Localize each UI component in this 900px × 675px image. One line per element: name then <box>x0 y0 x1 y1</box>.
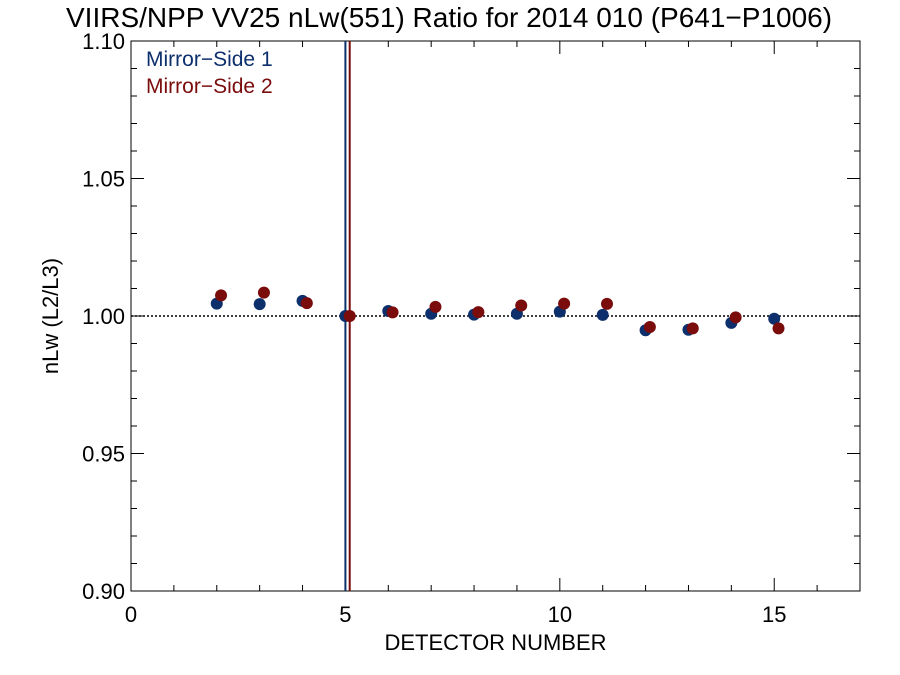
y-tick-label: 1.10 <box>82 29 125 54</box>
series-2-point <box>515 299 528 312</box>
series-1-point <box>253 298 266 311</box>
y-tick-label: 0.90 <box>82 579 125 604</box>
series-2-point <box>215 289 228 302</box>
series-1-point <box>596 308 609 321</box>
series-2-point <box>386 306 399 319</box>
x-tick-label: 10 <box>548 602 572 627</box>
series-2-point <box>600 297 613 310</box>
series-2-point <box>772 322 785 335</box>
x-tick-label: 15 <box>762 602 786 627</box>
y-tick-label: 1.00 <box>82 304 125 329</box>
series-2-point <box>300 297 313 310</box>
series-2-point <box>643 321 656 333</box>
y-tick-label: 0.95 <box>82 442 125 467</box>
series-2-point <box>257 286 270 299</box>
y-axis-label: nLw (L2/L3) <box>38 258 63 374</box>
series-2-point <box>429 300 442 313</box>
series-2-point <box>343 310 356 322</box>
y-tick-label: 1.05 <box>82 167 125 192</box>
series-2-point <box>558 297 571 310</box>
legend-entry: Mirror−Side 1 <box>146 48 273 71</box>
series-2-point <box>729 311 742 324</box>
series-2-point <box>686 322 699 335</box>
series-2-point <box>472 306 485 319</box>
x-tick-label: 5 <box>339 602 351 627</box>
chart-title: VIIRS/NPP VV25 nLw(551) Ratio for 2014 0… <box>66 2 833 33</box>
legend-entry: Mirror−Side 2 <box>146 75 273 98</box>
x-axis-label: DETECTOR NUMBER <box>384 630 606 655</box>
x-tick-label: 0 <box>125 602 137 627</box>
series-1-point <box>768 312 781 325</box>
